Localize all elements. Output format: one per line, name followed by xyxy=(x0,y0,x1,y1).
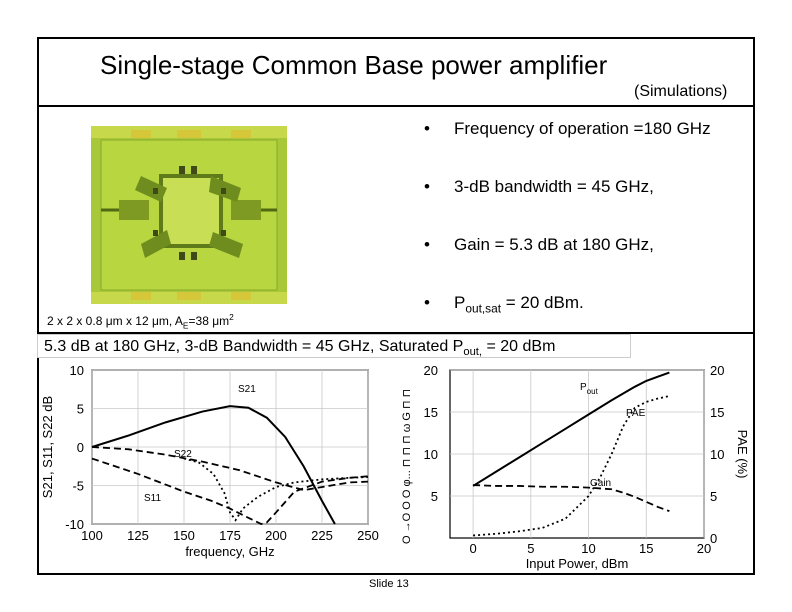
slide-subtitle: (Simulations) xyxy=(634,83,728,100)
series-line-unlabeled xyxy=(183,457,369,522)
slide-title: Single-stage Common Base power amplifier xyxy=(100,50,608,80)
power-sweep-chart: 0 5 10 15 20 20 15 10 5 20 15 10 5 0 O →O O O φ... ⊓ ⊓… xyxy=(402,363,750,571)
bullet-symbol: • xyxy=(424,119,430,138)
x-tick-label: 225 xyxy=(311,528,333,543)
series-label-s21: S21 xyxy=(238,384,256,395)
series-label-pae: PAE xyxy=(626,408,646,419)
y-tick-label-left: 10 xyxy=(424,447,438,462)
summary-text: 5.3 dB at 180 GHz, 3-dB Bandwidth = 45 G… xyxy=(44,338,556,359)
series-line-pout xyxy=(472,371,670,487)
y-tick-label-right: 0 xyxy=(710,531,717,546)
y-tick-label-left: 20 xyxy=(424,363,438,378)
bullet-symbol: • xyxy=(424,235,430,254)
y-tick-label: 10 xyxy=(70,363,84,378)
slide-number: Slide 13 xyxy=(369,578,409,590)
series-line-s21 xyxy=(91,405,336,525)
summary-box xyxy=(37,334,631,358)
section-divider xyxy=(37,332,755,334)
series-line-gain xyxy=(473,484,670,512)
bullet-symbol: • xyxy=(424,293,430,312)
x-tick-label: 175 xyxy=(219,528,241,543)
x-tick-label: 125 xyxy=(127,528,149,543)
chip-micrograph xyxy=(91,126,287,304)
s-parameter-chart: 100 125 150 175 200 225 250 10 5 0 -5 -10 frequency,… xyxy=(40,363,379,559)
title-divider xyxy=(37,105,755,107)
y-axis-label-right: PAE (%) xyxy=(735,430,750,479)
y-tick-label-left: 5 xyxy=(431,489,438,504)
chip-caption: 2 x 2 x 0.8 μm x 12 μm, AE=38 μm2 xyxy=(47,312,234,331)
x-tick-label: 0 xyxy=(469,541,476,556)
slide-frame xyxy=(37,37,755,575)
x-tick-label: 100 xyxy=(81,528,103,543)
series-label-gain: Gain xyxy=(590,478,611,489)
bullet-gain: • Gain = 5.3 dB at 180 GHz, xyxy=(424,235,654,254)
y-tick-label: -10 xyxy=(65,517,84,532)
bullet-frequency: • Frequency of operation =180 GHz xyxy=(424,119,711,138)
left-axis-garbled-label: O →O O O φ... ⊓ ⊓ ⊓ ω G ⊓ ⊓ xyxy=(402,389,413,544)
bullet-bandwidth: • 3-dB bandwidth = 45 GHz, xyxy=(424,177,654,196)
x-tick-label: 200 xyxy=(265,528,287,543)
series-label-s22: S22 xyxy=(174,449,192,460)
y-axis-label: S21, S11, S22 dB xyxy=(40,396,55,498)
y-tick-label: -5 xyxy=(72,479,84,494)
y-tick-label-right: 20 xyxy=(710,363,724,378)
y-tick-label: 0 xyxy=(77,440,84,455)
series-line-s22 xyxy=(91,446,369,492)
y-tick-label-right: 10 xyxy=(710,447,724,462)
x-tick-label: 250 xyxy=(357,528,379,543)
series-label-pout: Pout xyxy=(580,382,599,396)
y-tick-label-right: 5 xyxy=(710,489,717,504)
series-line-pae xyxy=(473,395,670,537)
series-line-s11 xyxy=(91,457,369,525)
y-tick-label-left: 15 xyxy=(424,405,438,420)
x-tick-label: 150 xyxy=(173,528,195,543)
x-tick-label: 10 xyxy=(581,541,595,556)
bullet-pout-sat: • Pout,sat = 20 dBm. xyxy=(424,293,584,316)
bullet-symbol: • xyxy=(424,177,430,196)
x-axis-label: Input Power, dBm xyxy=(526,556,629,571)
x-axis-label: frequency, GHz xyxy=(185,544,274,559)
x-tick-label: 5 xyxy=(527,541,534,556)
x-tick-label: 15 xyxy=(639,541,653,556)
x-tick-label: 20 xyxy=(697,541,711,556)
series-label-s11: S11 xyxy=(144,493,161,504)
y-tick-label-right: 15 xyxy=(710,405,724,420)
y-tick-label: 5 xyxy=(77,402,84,417)
